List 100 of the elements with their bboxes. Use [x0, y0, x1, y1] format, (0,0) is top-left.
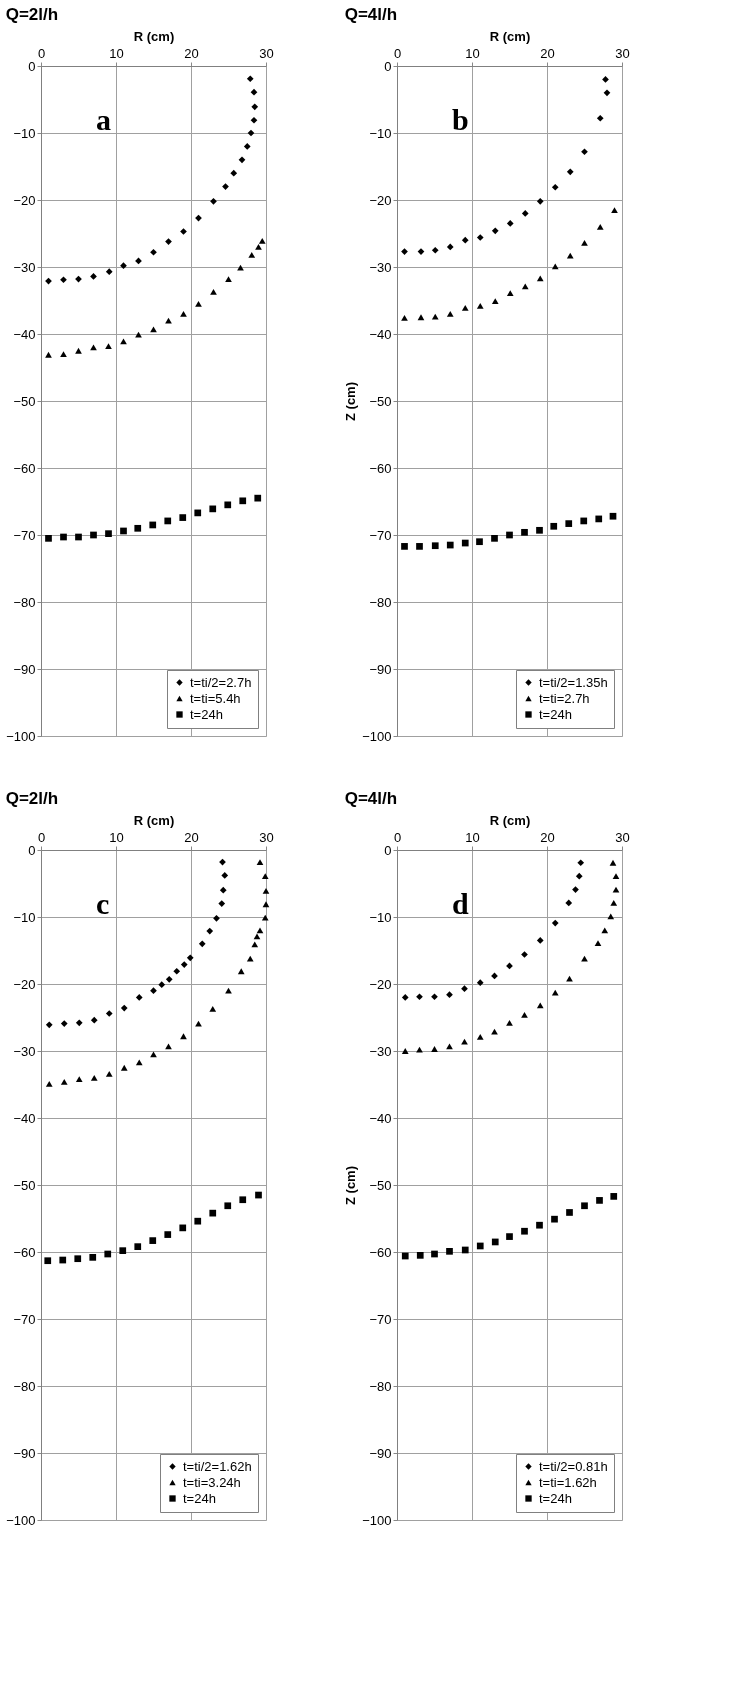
- point: [566, 168, 574, 176]
- point: [602, 76, 609, 83]
- annotation: d: [452, 887, 469, 920]
- point: [210, 197, 217, 205]
- point: [565, 899, 573, 907]
- point: [262, 901, 270, 908]
- point: [222, 183, 229, 190]
- point: [59, 1256, 67, 1264]
- point: [401, 994, 409, 1001]
- chart-title: Q=4l/h: [344, 789, 398, 808]
- y-tick-label: −40: [369, 1110, 392, 1126]
- y-tick-label: −90: [369, 661, 392, 677]
- point: [596, 1197, 603, 1204]
- point: [60, 351, 67, 358]
- y-tick-label: −90: [13, 661, 36, 677]
- point: [239, 1196, 247, 1204]
- point: [210, 288, 217, 295]
- y-tick-label: −10: [369, 909, 392, 925]
- point: [120, 527, 127, 535]
- y-tick-label: −80: [13, 594, 36, 610]
- point: [521, 528, 528, 536]
- point: [536, 197, 544, 205]
- point: [506, 531, 513, 539]
- point: [150, 987, 157, 995]
- point: [134, 1243, 142, 1250]
- point: [224, 501, 232, 509]
- y-tick-label: −60: [13, 1244, 36, 1260]
- point: [225, 276, 232, 282]
- point: [221, 872, 229, 879]
- point: [213, 914, 220, 922]
- y-tick-label: −70: [369, 1311, 392, 1327]
- point: [150, 1051, 157, 1058]
- point: [224, 1202, 232, 1210]
- point: [256, 927, 264, 934]
- point: [90, 344, 97, 351]
- point: [476, 1034, 484, 1040]
- y-tick-label: −50: [369, 1177, 392, 1193]
- point: [416, 1252, 424, 1259]
- y-tick-label: −10: [13, 909, 36, 925]
- point: [149, 521, 157, 529]
- y-tick-label: −70: [13, 1311, 36, 1327]
- point: [581, 148, 588, 156]
- annotation: b: [452, 103, 469, 136]
- point: [611, 207, 618, 213]
- point: [60, 1020, 68, 1027]
- x-tick-label: 10: [465, 829, 480, 845]
- point: [491, 535, 498, 542]
- point: [179, 1224, 187, 1232]
- y-tick-label: −20: [369, 976, 392, 992]
- point: [603, 89, 611, 97]
- point: [209, 1005, 217, 1012]
- point: [206, 927, 214, 935]
- point: [577, 859, 585, 867]
- point: [416, 1046, 423, 1053]
- legend-label: t=ti=1.62h: [539, 1474, 597, 1490]
- point: [566, 252, 574, 259]
- point: [536, 1221, 543, 1229]
- point: [75, 1076, 83, 1083]
- x-axis-title: R (cm): [133, 812, 175, 828]
- point: [446, 310, 454, 317]
- point: [446, 243, 454, 251]
- point: [536, 275, 544, 282]
- point: [431, 542, 439, 550]
- legend-label: t=24h: [539, 1490, 572, 1506]
- point: [596, 114, 604, 122]
- point: [165, 975, 173, 983]
- point: [506, 290, 514, 297]
- point: [119, 1247, 127, 1255]
- point: [75, 533, 82, 541]
- point: [596, 223, 604, 230]
- point: [491, 227, 499, 235]
- point: [198, 940, 206, 948]
- point: [180, 1033, 187, 1040]
- point: [135, 331, 142, 338]
- point: [551, 989, 559, 996]
- point: [401, 1048, 409, 1054]
- point: [431, 1250, 438, 1258]
- point: [610, 1193, 618, 1200]
- point: [261, 873, 269, 880]
- y-tick-label: 0: [28, 842, 36, 858]
- point: [105, 530, 112, 538]
- point: [565, 520, 573, 527]
- point: [261, 914, 269, 921]
- legend-label: t=ti=2.7h: [539, 690, 590, 706]
- point: [150, 248, 157, 256]
- point: [225, 987, 232, 994]
- point: [251, 103, 259, 111]
- y-tick-label: −100: [362, 728, 392, 744]
- x-tick-label: 30: [259, 829, 274, 845]
- point: [135, 994, 143, 1001]
- point: [431, 1046, 438, 1052]
- point: [416, 543, 423, 550]
- point: [230, 169, 238, 177]
- point: [476, 234, 484, 241]
- point: [120, 338, 127, 345]
- point: [595, 515, 603, 523]
- x-tick-label: 10: [109, 45, 124, 61]
- point: [105, 268, 113, 276]
- point: [461, 304, 469, 311]
- point: [164, 517, 172, 525]
